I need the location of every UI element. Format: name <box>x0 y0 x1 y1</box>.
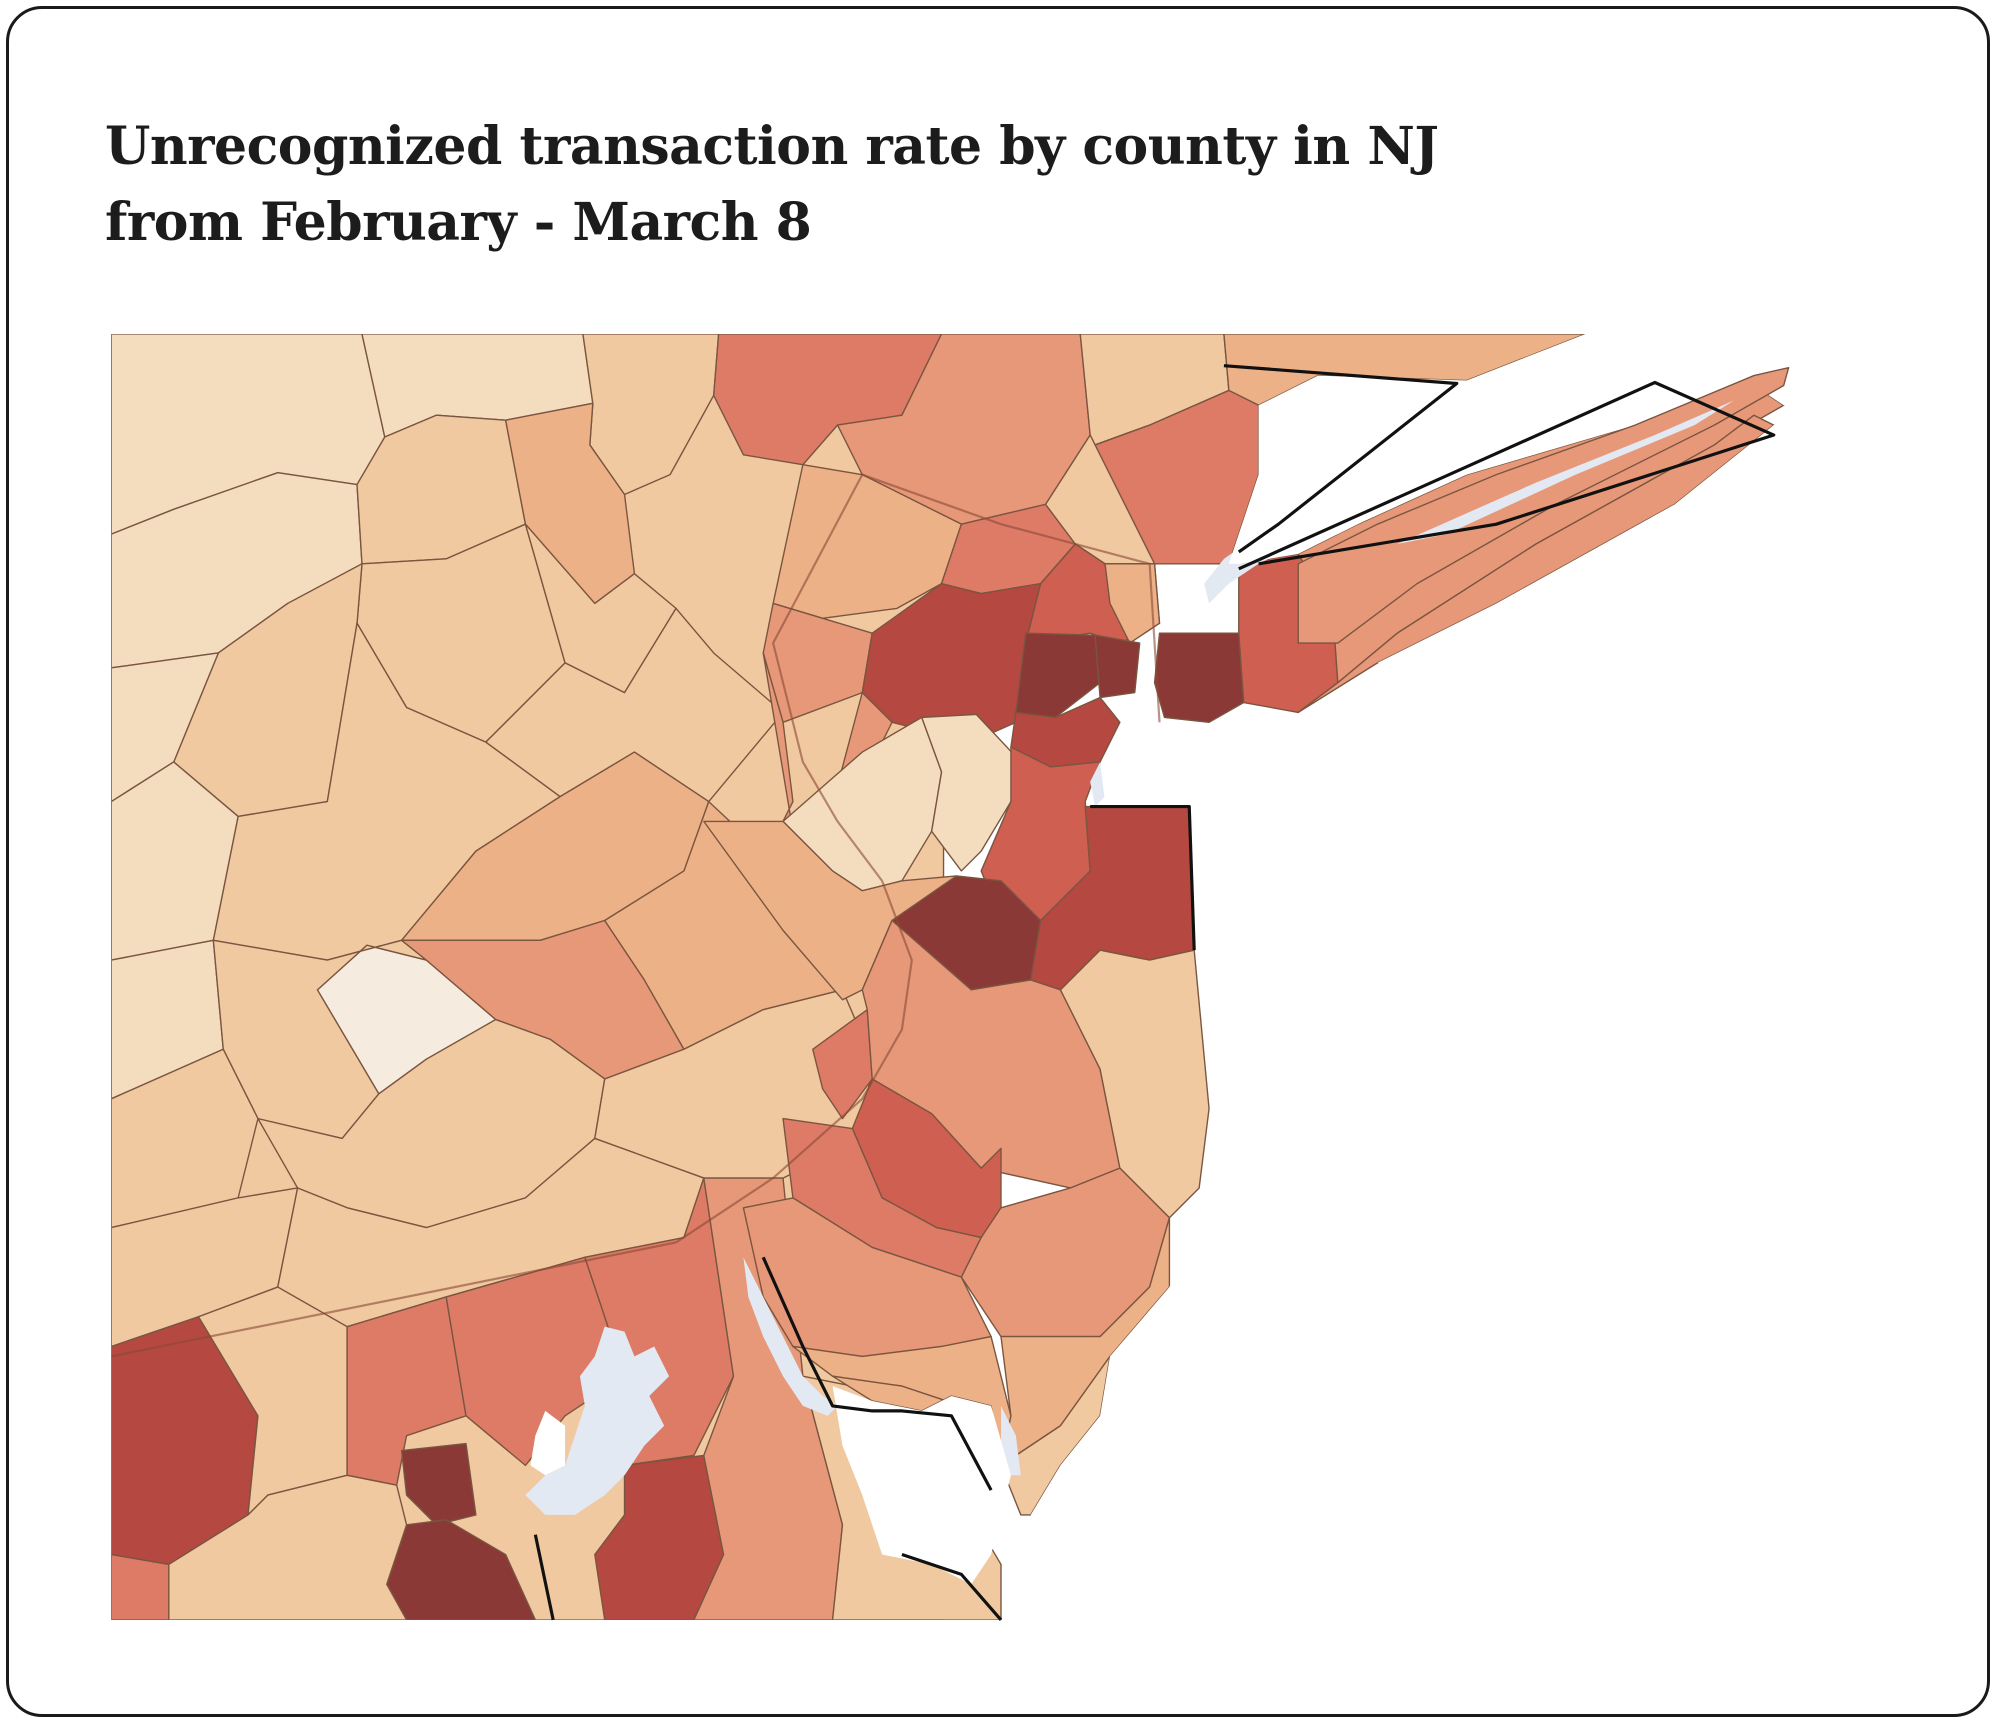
ocean <box>832 1386 1011 1585</box>
map-card: Unrecognized transaction rate by county … <box>6 6 1990 1717</box>
county <box>1153 632 1245 724</box>
county <box>812 1008 873 1120</box>
county <box>921 713 1022 872</box>
map-title-line-2: from February - March 8 <box>105 192 812 253</box>
county <box>1059 949 1210 1219</box>
choropleth-map <box>111 333 1947 1621</box>
county <box>703 820 958 1001</box>
ocean <box>1030 702 1947 1620</box>
state-outline <box>533 364 1776 1621</box>
county <box>111 1553 170 1620</box>
ocean <box>1377 345 1947 703</box>
map-title-line-1: Unrecognized transaction rate by county … <box>105 116 1439 177</box>
county <box>111 1048 259 1229</box>
water-body <box>1090 761 1106 807</box>
state-border <box>111 473 1161 1358</box>
ocean <box>530 1410 566 1476</box>
ocean <box>1095 761 1195 807</box>
county <box>400 1442 477 1526</box>
water-body <box>525 1326 670 1515</box>
county <box>1094 634 1141 699</box>
county <box>1397 400 1735 544</box>
county <box>1015 632 1101 719</box>
map-title: Unrecognized transaction rate by county … <box>105 109 1605 261</box>
